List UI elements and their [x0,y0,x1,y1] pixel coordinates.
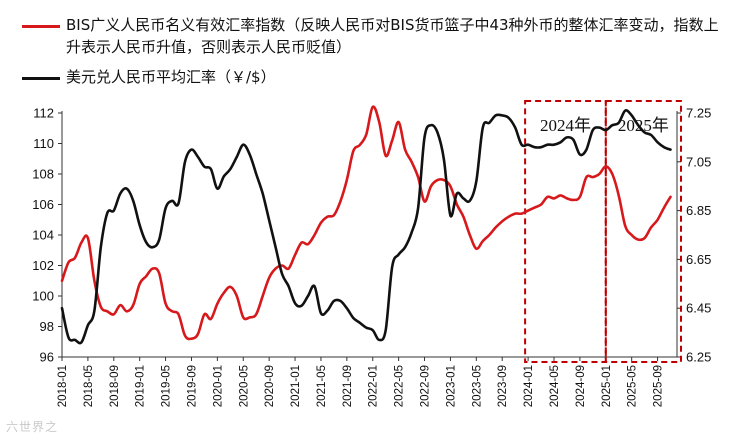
x-tick-label: 2024-01 [523,365,535,407]
left-tick-label: 112 [33,106,54,121]
legend-label-bis: BIS广义人民币名义有效汇率指数（反映人民币对BIS货币篮子中43种外币的整体汇… [66,16,719,56]
highlight-box-label: 2025年 [618,116,669,135]
x-tick-label: 2019-05 [161,365,173,407]
x-tick-label: 2020-01 [212,365,224,407]
x-tick-label: 2020-05 [238,365,250,407]
left-tick-label: 104 [32,228,54,243]
watermark: 六世界之 [6,420,59,434]
x-tick-label: 2025-05 [627,365,639,407]
x-tick-label: 2024-09 [575,365,587,407]
x-tick-label: 2025-09 [653,365,665,407]
series-lines [60,105,672,345]
x-tick-label: 2018-09 [109,365,121,407]
x-tick-label: 2018-05 [83,365,95,407]
highlight-box-label: 2024年 [540,116,591,135]
axes [58,111,681,361]
right-tick-label: 6.85 [686,203,711,218]
legend-item-usd: 美元兑人民币平均汇率（￥/$） [22,66,726,88]
left-tick-label: 100 [32,289,54,304]
x-tick-label: 2019-01 [135,365,147,407]
right-tick-label: 7.05 [686,154,711,169]
x-tick-label: 2022-09 [420,365,432,407]
right-tick-label: 7.25 [686,106,711,121]
left-tick-label: 98 [40,319,54,334]
highlight-boxes: 2024年 2025年 [524,100,683,363]
legend-swatch-usd [22,77,60,80]
left-tick-label: 110 [33,136,54,151]
x-tick-label: 2021-05 [316,365,328,407]
right-tick-label: 6.65 [686,252,711,267]
series-line-usd [60,109,672,345]
x-tick-label: 2023-01 [445,365,457,407]
left-tick-label: 108 [32,167,54,182]
left-tick-label: 106 [32,197,54,212]
x-tick-label: 2018-01 [57,365,69,407]
x-tick-label: 2021-01 [290,365,302,407]
legend-item-bis: BIS广义人民币名义有效汇率指数（反映人民币对BIS货币篮子中43种外币的整体汇… [22,14,726,58]
legend: BIS广义人民币名义有效汇率指数（反映人民币对BIS货币篮子中43种外币的整体汇… [0,0,739,100]
highlight-box [604,100,683,363]
x-tick-label: 2024-05 [549,365,561,407]
left-tick-label: 96 [40,350,54,365]
right-tick-label: 6.45 [686,301,711,316]
x-tick-label: 2022-05 [394,365,406,407]
series-line-bis [60,105,672,341]
x-tick-label: 2022-01 [368,365,380,407]
right-tick-label: 6.25 [686,350,711,365]
x-tick-label: 2023-05 [471,365,483,407]
x-tick-label: 2023-09 [497,365,509,407]
x-tick-label: 2020-09 [264,365,276,407]
legend-swatch-bis [22,25,60,28]
x-tick-label: 2021-09 [342,365,354,407]
x-tick-label: 2019-09 [186,365,198,407]
legend-label-usd: 美元兑人民币平均汇率（￥/$） [66,68,276,86]
axis-labels: 96 98 100 102 104 106 108 110 112 6.25 6.45 6.65 6.8… [32,106,711,408]
highlight-box [524,100,607,363]
x-tick-label: 2025-01 [601,365,613,407]
left-tick-label: 102 [32,258,54,273]
